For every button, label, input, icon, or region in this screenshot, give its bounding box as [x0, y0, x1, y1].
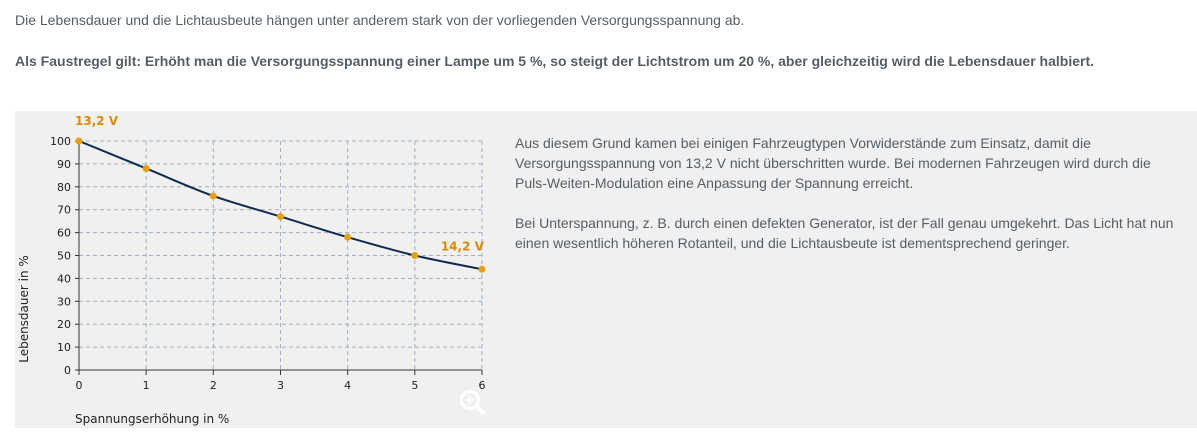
- y-tick-label: 70: [57, 204, 71, 217]
- chart-labels: 13,2 V 14,2 V Lebensdauer in % Spannungserh…: [17, 114, 485, 426]
- x-tick-label: 1: [143, 379, 150, 392]
- x-tick-label: 0: [76, 379, 83, 392]
- lifetime-chart-svg: 0 10 20 30 40 50 60 70 80 90 100 0 1 2 3 4 5 6 13,2 V 14,2…: [17, 114, 486, 426]
- x-tick-label: 5: [411, 379, 418, 392]
- y-tick-label: 20: [57, 318, 71, 331]
- annotation-label: 14,2 V: [441, 240, 485, 254]
- y-tick-label: 100: [50, 135, 71, 148]
- chart: 0 10 20 30 40 50 60 70 80 90 100 0 1 2 3 4 5 6 13,2 V 14,2…: [15, 111, 505, 428]
- x-tick-label: 3: [277, 379, 284, 392]
- axes: 0 10 20 30 40 50 60 70 80 90 100 0 1 2 3 4 5 6: [50, 135, 486, 392]
- data-point: [75, 137, 83, 145]
- annotation-label: 13,2 V: [75, 114, 119, 128]
- data-point: [344, 233, 352, 241]
- x-tick-label: 2: [210, 379, 217, 392]
- grid: [79, 140, 483, 370]
- intro-text: Die Lebensdauer und die Lichtausbeute hä…: [15, 12, 745, 28]
- y-tick-label: 0: [64, 364, 71, 377]
- y-tick-label: 80: [57, 181, 71, 194]
- x-tick-label: 4: [344, 379, 351, 392]
- y-tick-label: 50: [57, 250, 71, 263]
- data-point: [478, 265, 486, 273]
- y-tick-label: 30: [57, 295, 71, 308]
- y-tick-label: 40: [57, 272, 71, 285]
- data-points: [75, 137, 486, 273]
- x-tick-label: 6: [479, 379, 486, 392]
- y-tick-label: 90: [57, 158, 71, 171]
- content-panel: 0 10 20 30 40 50 60 70 80 90 100 0 1 2 3 4 5 6 13,2 V 14,2…: [15, 111, 1197, 428]
- paragraph-series-resistors: Aus diesem Grund kamen bei einigen Fahrz…: [515, 135, 1151, 191]
- y-tick-label: 60: [57, 227, 71, 240]
- paragraph-undervoltage: Bei Unterspannung, z. B. durch einen def…: [515, 215, 1174, 251]
- y-tick-label: 10: [57, 341, 71, 354]
- rule-of-thumb-text: Als Faustregel gilt: Erhöht man die Vers…: [15, 53, 1094, 69]
- x-axis-title: Spannungserhöhung in %: [75, 412, 229, 426]
- magnifier-plus-icon[interactable]: [458, 388, 486, 416]
- data-point: [142, 164, 150, 172]
- data-point: [209, 192, 217, 200]
- y-axis-title: Lebensdauer in %: [17, 255, 31, 363]
- data-point: [277, 213, 284, 221]
- data-point: [411, 252, 419, 259]
